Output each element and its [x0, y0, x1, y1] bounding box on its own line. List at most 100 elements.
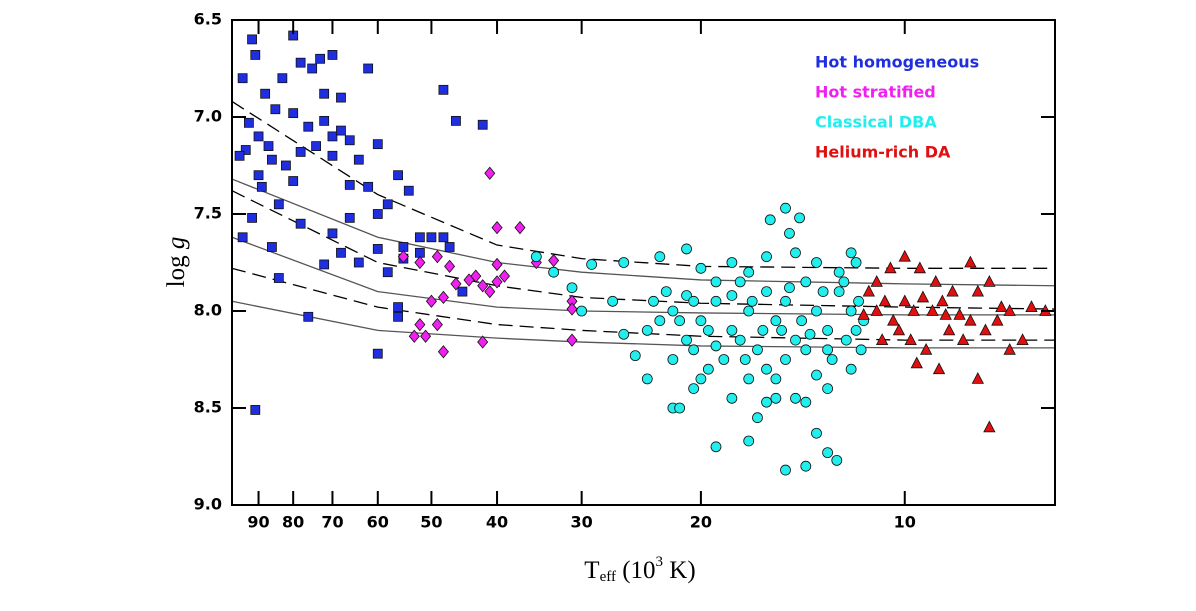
triangle-point [995, 300, 1008, 313]
triangle-point [983, 420, 996, 433]
dashed-curve [231, 267, 1055, 341]
circle-point [833, 266, 845, 278]
circle-point [780, 295, 791, 307]
circle-point [726, 392, 738, 404]
diamond-point [397, 250, 409, 264]
square-point [451, 115, 461, 126]
diamond-point [491, 275, 503, 289]
triangle-point [991, 313, 1004, 326]
triangle-point [892, 323, 906, 336]
circle-point [757, 324, 769, 336]
circle-point [822, 383, 833, 395]
triangle-point [870, 275, 883, 287]
circle-point [654, 315, 666, 327]
square-point [382, 199, 393, 210]
legend-label: Classical DBA [815, 113, 937, 132]
circle-point [761, 363, 772, 375]
triangle-point [884, 261, 897, 274]
circle-point [618, 328, 630, 340]
square-point [327, 228, 338, 239]
circle-point [850, 257, 862, 268]
square-point [260, 88, 271, 99]
circle-point [586, 259, 598, 270]
triangle-point [946, 284, 959, 297]
circle-point [726, 324, 738, 336]
square-point [372, 209, 383, 219]
square-point [311, 141, 322, 152]
circle-point [800, 460, 812, 472]
circle-point [681, 243, 692, 255]
diamond-point [463, 273, 475, 287]
circle-point [800, 344, 812, 356]
circle-point [726, 290, 738, 301]
circle-point [776, 324, 788, 336]
y-tick-label: 6.5 [194, 10, 222, 29]
y-tick-label: 7.0 [194, 107, 222, 126]
square-point [237, 232, 248, 243]
circle-point [833, 286, 845, 298]
square-point [295, 57, 306, 68]
square-point [344, 135, 355, 146]
square-point [263, 141, 274, 152]
square-point [243, 117, 254, 128]
diamond-point [431, 250, 443, 264]
y-tick-label: 8.0 [194, 301, 222, 320]
circle-point [752, 412, 763, 424]
circle-point [641, 324, 653, 336]
triangle-point [898, 249, 911, 262]
points [234, 30, 1052, 476]
square-point [438, 232, 449, 243]
triangle-point [875, 333, 889, 345]
circle-point [761, 251, 772, 263]
circle-point [660, 286, 672, 298]
y-tick-label: 7.5 [194, 204, 222, 223]
legend-label: Helium-rich DA [815, 143, 951, 162]
circle-point [845, 247, 857, 259]
circle-point [811, 257, 822, 268]
x-tick-label: 90 [247, 513, 269, 532]
diamond-point [484, 284, 496, 299]
circle-point [784, 227, 795, 239]
circle-point [853, 295, 864, 307]
dashed-curve [231, 100, 1055, 269]
y-axis-label: log g [163, 237, 190, 288]
x-tick-label: 60 [367, 513, 389, 532]
square-point [319, 115, 330, 126]
diamond-point [425, 294, 437, 308]
square-point [319, 88, 330, 99]
circle-point [817, 286, 829, 298]
triangle-point [979, 323, 992, 336]
triangle-point [932, 362, 946, 375]
circle-point [710, 441, 722, 453]
triangle-point [907, 304, 920, 316]
diamond-point [477, 279, 489, 293]
triangle-point [964, 313, 977, 326]
square-point [250, 405, 261, 415]
circle-point [718, 354, 730, 365]
triangle-point [870, 304, 883, 316]
circle-point [796, 315, 808, 327]
square-point [315, 53, 326, 64]
triangle-point [904, 333, 917, 345]
circle-point [648, 295, 659, 307]
square-point [393, 311, 403, 322]
circle-point [790, 334, 801, 346]
triangle-point [1003, 304, 1016, 316]
x-tick-label: 20 [690, 513, 712, 532]
circle-point [811, 305, 822, 317]
square-point [344, 212, 355, 223]
circle-point [790, 247, 801, 259]
square-point [288, 108, 299, 119]
square-point [382, 267, 393, 278]
circle-point [752, 344, 763, 356]
diamond-point [431, 317, 443, 332]
square-point [353, 154, 364, 165]
circle-point [770, 392, 782, 404]
circle-point [674, 315, 686, 327]
circle-point [811, 427, 822, 439]
square-point [344, 179, 355, 190]
triangle-point [926, 304, 939, 316]
circle-point [688, 344, 700, 356]
diamond-point [548, 253, 560, 268]
